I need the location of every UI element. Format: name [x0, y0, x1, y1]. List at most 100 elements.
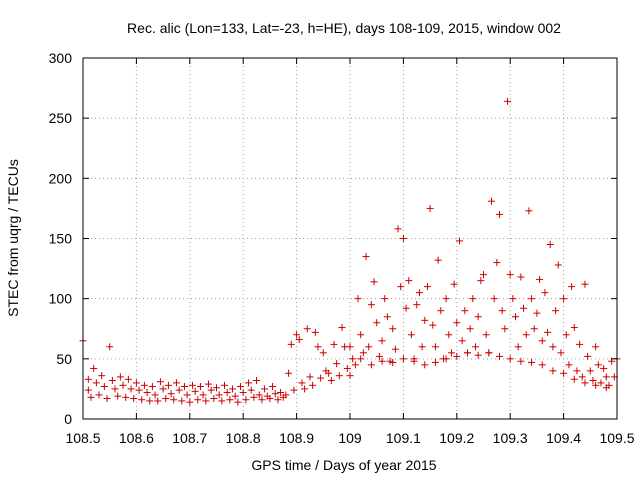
- data-point: [389, 325, 397, 333]
- y-tick-label: 300: [49, 50, 73, 66]
- data-point: [111, 385, 119, 393]
- data-point: [223, 389, 231, 397]
- data-point: [277, 389, 285, 397]
- data-point: [234, 398, 242, 406]
- data-point: [293, 331, 301, 339]
- data-point: [447, 349, 455, 357]
- data-point: [132, 379, 140, 387]
- data-point: [226, 396, 234, 404]
- data-point: [602, 384, 610, 392]
- data-point: [84, 386, 92, 394]
- data-point: [188, 381, 196, 389]
- data-point: [560, 295, 568, 303]
- x-tick-label: 108.7: [172, 430, 207, 446]
- data-point: [544, 328, 552, 336]
- x-tick-label: 109.3: [493, 430, 528, 446]
- data-point: [314, 343, 322, 351]
- data-point: [431, 358, 439, 366]
- data-point: [274, 396, 282, 404]
- data-point: [84, 375, 92, 383]
- data-point: [533, 309, 541, 317]
- data-point: [501, 325, 509, 333]
- data-point: [463, 349, 471, 357]
- data-point: [183, 391, 191, 399]
- data-point: [87, 393, 95, 401]
- data-point: [538, 361, 546, 369]
- data-point: [146, 397, 154, 405]
- data-point: [346, 372, 354, 380]
- data-point: [461, 307, 469, 315]
- data-point: [271, 390, 279, 398]
- data-point: [581, 379, 589, 387]
- data-point: [602, 373, 610, 381]
- data-point: [231, 392, 239, 400]
- data-point: [346, 343, 354, 351]
- data-point: [496, 352, 504, 360]
- data-point: [365, 343, 373, 351]
- data-point: [301, 385, 309, 393]
- data-point: [498, 307, 506, 315]
- data-point: [327, 376, 335, 384]
- data-point: [375, 352, 383, 360]
- data-point: [538, 337, 546, 345]
- data-point: [570, 375, 578, 383]
- data-point: [253, 376, 261, 384]
- data-point: [135, 386, 143, 394]
- data-point: [255, 391, 263, 399]
- data-point: [568, 283, 576, 291]
- data-point: [162, 395, 170, 403]
- data-point: [186, 398, 194, 406]
- data-point: [108, 376, 116, 384]
- data-point: [138, 396, 146, 404]
- data-point: [266, 395, 274, 403]
- data-point: [383, 313, 391, 321]
- data-point: [391, 345, 399, 353]
- data-point: [250, 393, 258, 401]
- data-point: [429, 321, 437, 329]
- data-point: [480, 271, 487, 279]
- y-tick-label: 250: [49, 110, 73, 126]
- data-point: [397, 283, 405, 291]
- data-point: [359, 349, 367, 357]
- data-point: [204, 380, 212, 388]
- data-point: [517, 357, 525, 365]
- y-axis-title: STEC from uqrg / TECUs: [5, 159, 21, 317]
- data-point: [520, 304, 528, 312]
- data-point: [431, 343, 439, 351]
- data-point: [245, 379, 253, 387]
- data-point: [239, 389, 247, 397]
- data-point: [423, 283, 431, 291]
- data-point: [290, 386, 298, 394]
- data-point: [402, 304, 410, 312]
- data-point: [258, 396, 266, 404]
- data-point: [90, 364, 98, 372]
- data-point: [282, 391, 290, 399]
- data-point: [170, 396, 178, 404]
- data-point: [229, 385, 237, 393]
- data-point: [421, 316, 429, 324]
- data-point: [578, 373, 586, 381]
- data-point: [218, 397, 226, 405]
- data-point: [496, 210, 504, 218]
- data-point: [247, 386, 255, 394]
- data-point: [490, 295, 498, 303]
- data-point: [514, 343, 522, 351]
- data-point: [98, 372, 106, 380]
- chart-title: Rec. alic (Lon=133, Lat=-23, h=HE), days…: [127, 20, 561, 36]
- data-point: [530, 325, 538, 333]
- data-point: [349, 355, 357, 363]
- data-point: [143, 389, 151, 397]
- data-point: [196, 383, 204, 391]
- data-point: [202, 397, 210, 405]
- data-point: [488, 197, 496, 205]
- data-point: [127, 385, 135, 393]
- data-point: [506, 271, 514, 279]
- x-tick-label: 108.8: [226, 430, 261, 446]
- data-point: [549, 343, 557, 351]
- data-point: [399, 355, 407, 363]
- data-point: [471, 343, 479, 351]
- data-point: [362, 253, 370, 261]
- data-point: [437, 307, 445, 315]
- data-point: [180, 383, 188, 391]
- data-point: [199, 391, 207, 399]
